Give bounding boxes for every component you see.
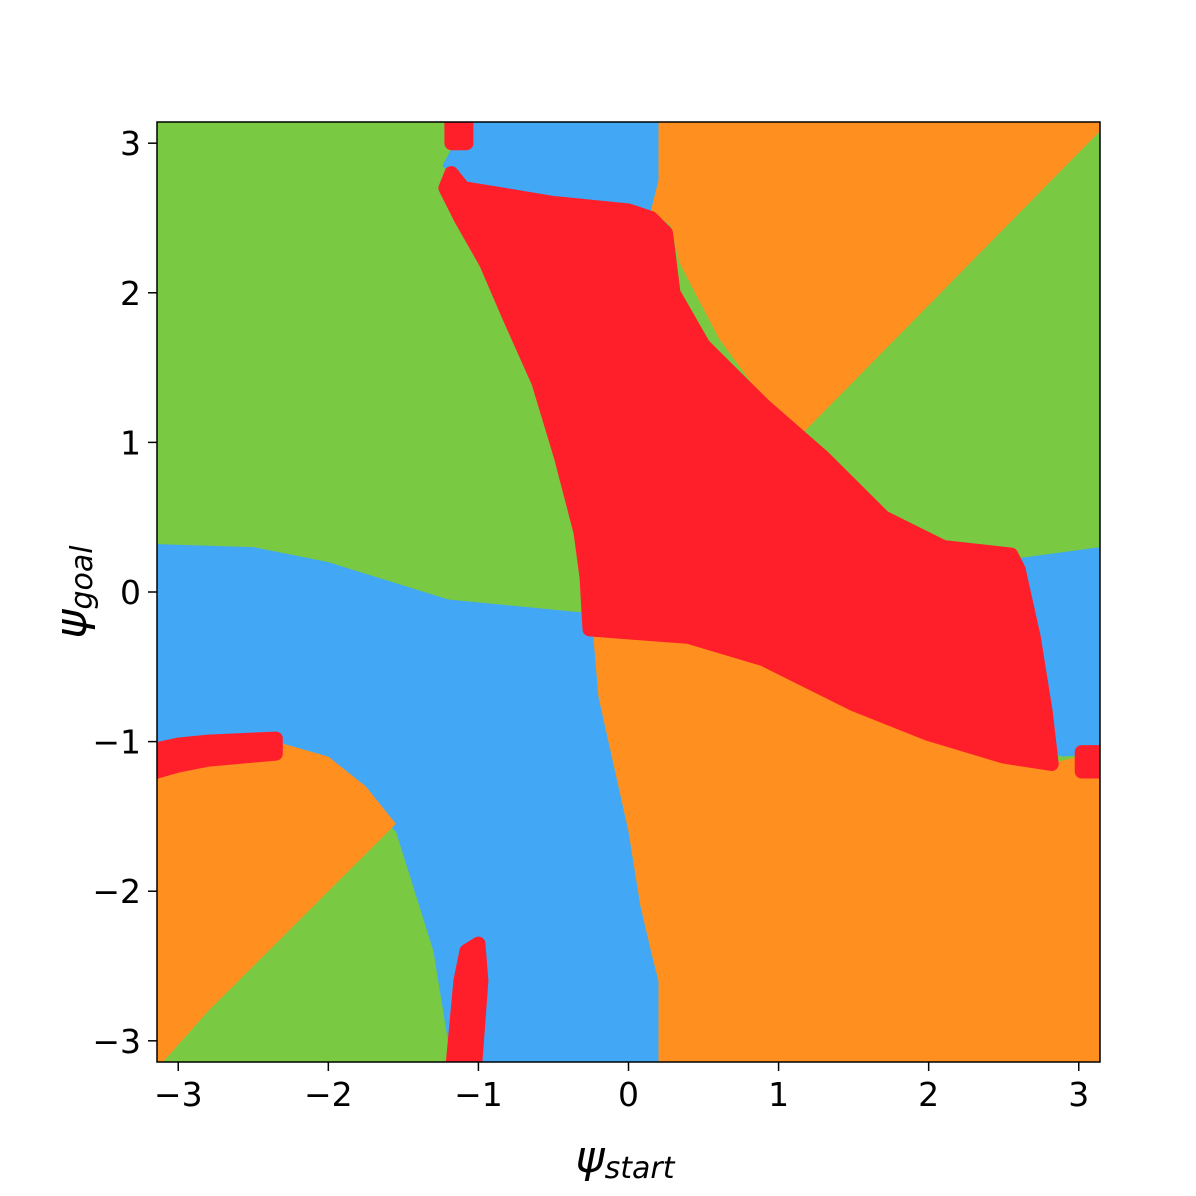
y-axis-label-base: ψ (46, 609, 97, 639)
x-tick-label: 1 (768, 1075, 789, 1114)
y-tick-label: −2 (92, 872, 141, 911)
y-axis-ticks: 3 2 1 0 −1 −2 −3 (92, 124, 157, 1061)
y-tick-label: −1 (92, 723, 141, 762)
region-orange-4 (592, 626, 1100, 1062)
y-tick-label: 1 (120, 423, 141, 462)
y-tick-label: 0 (120, 573, 141, 612)
y-tick-label: 3 (120, 124, 141, 163)
y-tick-label: −3 (92, 1022, 141, 1061)
x-tick-label: 0 (618, 1075, 639, 1114)
region-red-8 (157, 731, 283, 779)
x-axis-label-sub: start (605, 1151, 676, 1186)
y-tick-label: 2 (120, 274, 141, 313)
region-orange-3 (157, 741, 396, 1062)
region-red-7 (444, 122, 474, 151)
x-tick-label: −1 (454, 1075, 503, 1114)
x-tick-label: −3 (154, 1075, 203, 1114)
x-tick-label: −2 (304, 1075, 353, 1114)
x-tick-label: 2 (918, 1075, 939, 1114)
region-blue-2 (157, 544, 659, 1062)
region-red-6 (438, 166, 1059, 771)
x-axis-label: ψstart (576, 1132, 676, 1186)
x-axis-ticks: −3 −2 −1 0 1 2 3 (154, 1062, 1089, 1114)
x-axis-label-base: ψ (576, 1132, 606, 1183)
region-blue-5 (1011, 547, 1100, 757)
region-orange-1 (651, 122, 1100, 443)
region-layer (157, 122, 1100, 1062)
region-red-10 (1074, 745, 1100, 779)
y-axis-label-sub: goal (65, 545, 100, 610)
y-axis-label: ψgoal (46, 545, 100, 639)
x-tick-label: 3 (1068, 1075, 1089, 1114)
